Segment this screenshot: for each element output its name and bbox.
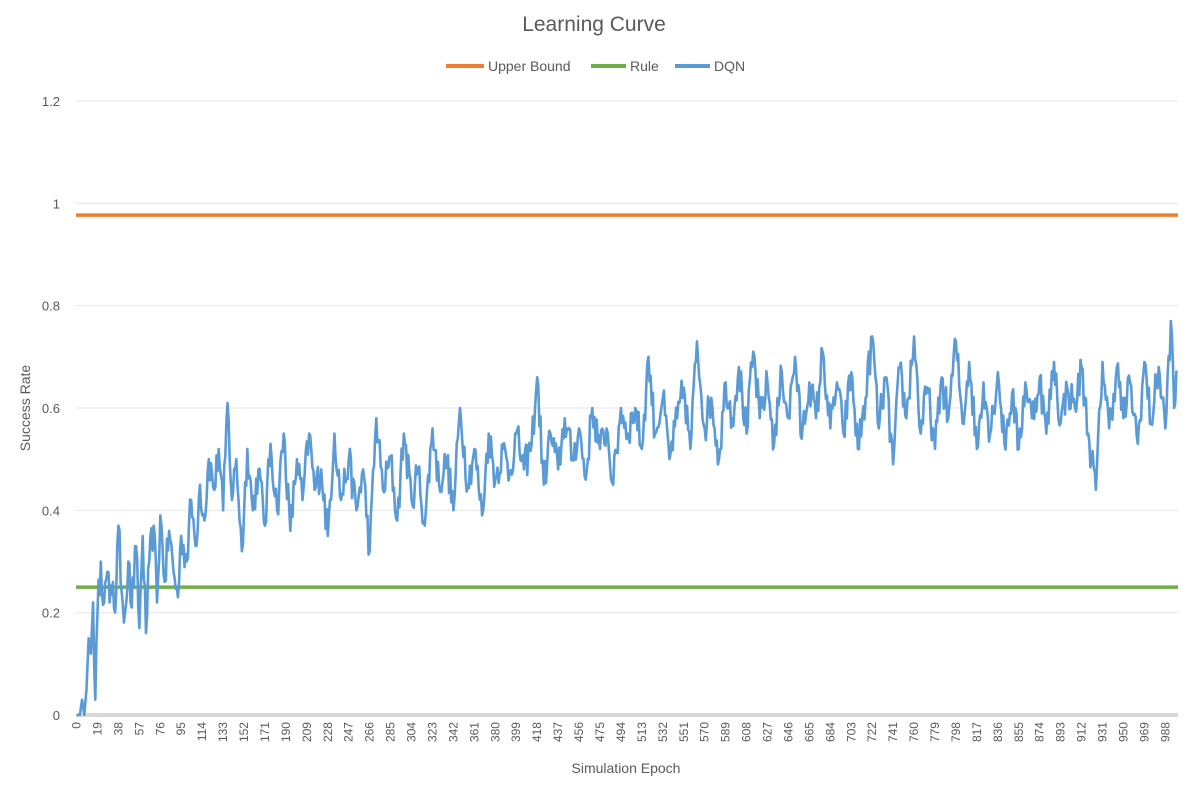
x-tick-label: 646 [781,722,795,742]
y-tick-label: 0 [53,708,60,723]
x-tick-label: 608 [740,722,754,742]
x-tick-label: 627 [761,722,775,742]
x-axis-ticks: 0 19 38 57 76 95 114 133 152 171 190 209 228 247 266 28… [70,722,1173,742]
x-tick-label: 589 [719,722,733,742]
y-tick-label: 0.4 [42,503,60,518]
legend-item-rule: Rule [591,58,659,74]
y-tick-label: 0.2 [42,606,60,621]
x-tick-label: 950 [1116,722,1130,742]
x-tick-label: 437 [551,722,565,742]
chart-title: Learning Curve [522,13,666,36]
x-tick-label: 874 [1033,722,1047,742]
x-tick-label: 399 [509,722,523,742]
x-tick-label: 836 [991,722,1005,742]
x-tick-label: 798 [949,722,963,742]
x-tick-label: 741 [886,722,900,742]
x-tick-label: 76 [153,722,167,736]
legend-label-upper-bound: Upper Bound [488,58,571,74]
x-tick-label: 38 [111,722,125,736]
x-tick-label: 0 [70,722,84,729]
legend-item-dqn: DQN [675,58,745,74]
x-tick-label: 209 [300,722,314,742]
x-tick-label: 969 [1137,722,1151,742]
x-tick-label: 285 [384,722,398,742]
x-tick-label: 304 [405,722,419,742]
x-tick-label: 893 [1054,722,1068,742]
y-tick-label: 1.2 [42,94,60,109]
x-tick-label: 760 [907,722,921,742]
x-tick-label: 456 [572,722,586,742]
x-tick-label: 380 [488,722,502,742]
legend-label-dqn: DQN [714,58,745,74]
x-tick-label: 152 [237,722,251,742]
x-tick-label: 475 [593,722,607,742]
x-tick-label: 570 [698,722,712,742]
x-tick-label: 266 [363,722,377,742]
series-line-dqn [76,319,1179,717]
y-tick-label: 0.8 [42,299,60,314]
x-tick-label: 228 [321,722,335,742]
x-tick-label: 912 [1075,722,1089,742]
x-tick-label: 171 [258,722,272,742]
x-tick-label: 57 [132,722,146,736]
y-axis-label: Success Rate [17,365,33,452]
x-tick-label: 361 [467,722,481,742]
y-tick-label: 1 [53,196,60,211]
x-tick-label: 133 [216,722,230,742]
gridlines [76,100,1178,717]
x-tick-label: 513 [635,722,649,742]
x-tick-label: 532 [656,722,670,742]
plot-area [76,213,1179,717]
x-tick-label: 247 [342,722,356,742]
x-tick-label: 855 [1012,722,1026,742]
x-tick-label: 988 [1158,722,1172,742]
x-tick-label: 19 [90,722,104,736]
x-tick-label: 494 [614,722,628,742]
y-axis-ticks: 0 0.2 0.4 0.6 0.8 1 1.2 [42,94,60,723]
x-tick-label: 551 [677,722,691,742]
x-tick-label: 684 [823,722,837,742]
legend-label-rule: Rule [630,58,659,74]
x-tick-label: 703 [844,722,858,742]
x-axis-label: Simulation Epoch [572,760,681,776]
x-tick-label: 418 [530,722,544,742]
x-tick-label: 190 [279,722,293,742]
legend-item-upper-bound: Upper Bound [446,58,571,74]
x-tick-label: 323 [425,722,439,742]
x-tick-label: 342 [446,722,460,742]
y-tick-label: 0.6 [42,401,60,416]
x-tick-label: 931 [1096,722,1110,742]
x-tick-label: 817 [970,722,984,742]
legend: Upper Bound Rule DQN [446,58,745,74]
x-tick-label: 665 [802,722,816,742]
x-tick-label: 779 [928,722,942,742]
x-tick-label: 114 [195,722,209,741]
x-tick-label: 722 [865,722,879,742]
x-tick-label: 95 [174,722,188,736]
